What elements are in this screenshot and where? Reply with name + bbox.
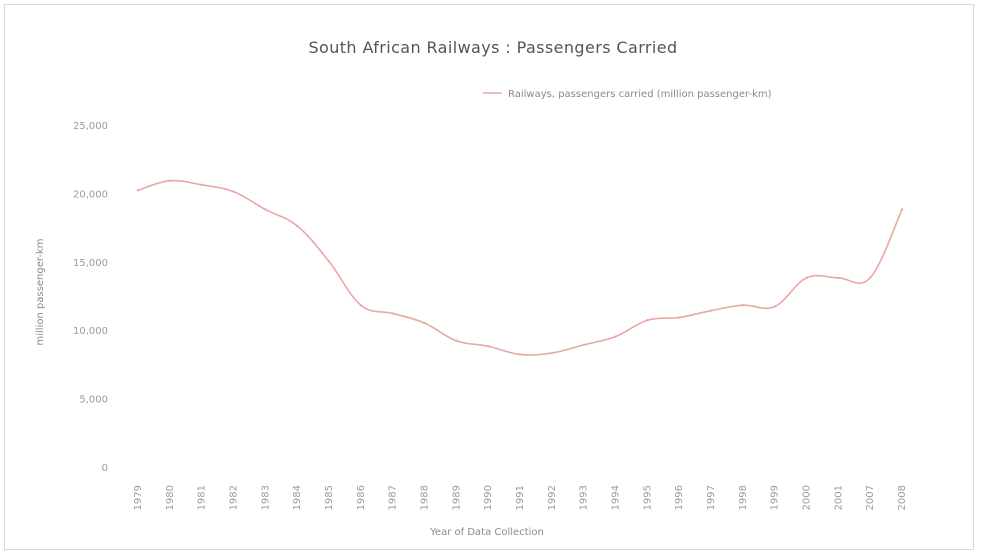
x-tick-label: 2008 [897,485,908,510]
series-line [137,179,903,356]
data-point [677,316,681,319]
chart-title: South African Railways : Passengers Carr… [308,38,677,57]
x-tick-label: 1984 [292,485,303,510]
x-tick-label: 1997 [706,485,717,510]
data-point [200,183,203,187]
y-tick-label: 15,000 [73,258,108,269]
y-tick-label: 0 [102,463,108,474]
x-tick-label: 1994 [611,485,622,510]
x-tick-label: 1998 [738,485,749,510]
x-tick-label: 1995 [642,485,653,510]
data-point [709,309,713,312]
data-point [741,304,745,307]
data-point [264,208,267,211]
legend-label: Railways, passengers carried (million pa… [508,89,772,100]
x-tick-label: 1999 [770,485,781,510]
data-point [136,189,140,192]
x-tick-label: 1993 [579,485,590,510]
data-point [868,276,872,280]
x-tick-label: 2001 [833,485,844,510]
x-tick-label: 1987 [388,485,399,510]
data-point [232,190,235,193]
x-tick-label: 1991 [515,485,526,510]
x-axis-label: Year of Data Collection [429,527,544,538]
data-point [646,319,649,322]
data-point [837,276,840,280]
data-point [614,335,617,338]
y-axis-label: million passenger-km [35,239,46,346]
x-axis-ticks: 1979 1980 1981 1982 1983 1984 1985 1986 1987 1988… [133,485,908,510]
y-tick-label: 25,000 [73,121,108,132]
data-point [391,312,394,315]
x-tick-label: 1979 [133,485,144,510]
series-layer [136,179,904,356]
data-point [518,353,522,356]
data-point [900,208,904,211]
x-tick-label: 1989 [451,485,462,510]
x-tick-label: 1988 [420,485,431,510]
x-tick-label: 1981 [197,485,208,510]
data-point [805,276,808,280]
x-tick-label: 1992 [547,485,558,510]
line-chart: South African Railways : Passengers Carr… [35,38,908,538]
x-tick-label: 2000 [802,485,813,510]
x-tick-label: 1980 [165,485,176,510]
y-axis-ticks: 0 5,000 10,000 15,000 20,000 25,000 [73,121,108,474]
x-tick-label: 1996 [674,485,685,510]
x-tick-label: 1983 [260,485,271,510]
data-point [327,260,331,263]
data-point [423,321,426,325]
y-tick-label: 20,000 [73,189,108,200]
chart-frame: South African Railways : Passengers Carr… [4,4,974,550]
data-point [359,304,363,307]
x-tick-label: 2007 [865,485,876,510]
data-point [582,343,585,347]
y-tick-label: 10,000 [73,326,108,337]
data-point [168,179,172,182]
x-tick-label: 1985 [324,485,335,510]
x-tick-label: 1990 [483,485,494,510]
data-point [550,351,554,355]
y-tick-label: 5,000 [79,395,108,406]
x-tick-label: 1982 [229,485,240,510]
x-tick-label: 1986 [356,485,367,510]
data-point [486,345,490,348]
legend: Railways, passengers carried (million pa… [483,89,772,100]
data-point [773,305,776,308]
data-point [455,339,458,342]
data-point [295,224,299,228]
